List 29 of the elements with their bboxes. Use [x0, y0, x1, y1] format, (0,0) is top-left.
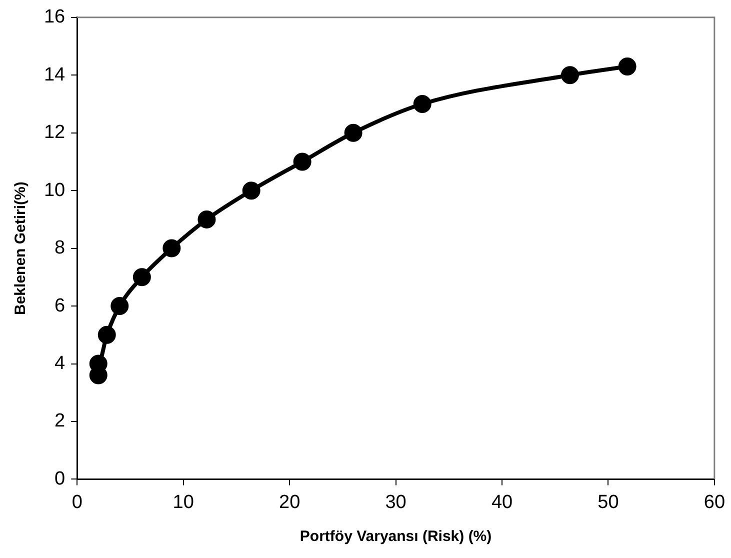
x-tick-label: 60 [704, 492, 726, 513]
point [560, 66, 579, 84]
point [344, 124, 362, 142]
x-tick-label: 50 [598, 492, 619, 513]
point [110, 297, 129, 316]
x-tick-label: 10 [172, 492, 194, 513]
y-tick-label: 4 [54, 352, 66, 374]
point [618, 57, 636, 76]
x-tick-label: 0 [72, 492, 82, 513]
point [413, 94, 432, 113]
point [293, 152, 312, 171]
y-tick-label: 10 [44, 180, 66, 201]
y-axis-title: Beklenen Getiri(%) [12, 182, 30, 315]
point [242, 182, 260, 200]
y-tick-label: 2 [54, 410, 66, 432]
y-tick-label: 12 [44, 122, 66, 144]
y-tick-label: 14 [44, 64, 66, 86]
point [198, 210, 216, 228]
x-tick-label: 40 [491, 492, 513, 513]
x-tick-label: 30 [385, 492, 406, 513]
point [98, 326, 116, 344]
point [132, 268, 151, 286]
y-tick-label: 8 [54, 238, 66, 259]
point [162, 239, 181, 258]
x-tick-label: 20 [278, 492, 300, 513]
x-axis-title: Portföy Varyansı (Risk) (%) [300, 528, 492, 546]
y-tick-label: 0 [54, 468, 66, 490]
y-tick-label: 6 [54, 295, 66, 316]
y-tick-label: 16 [44, 6, 66, 28]
